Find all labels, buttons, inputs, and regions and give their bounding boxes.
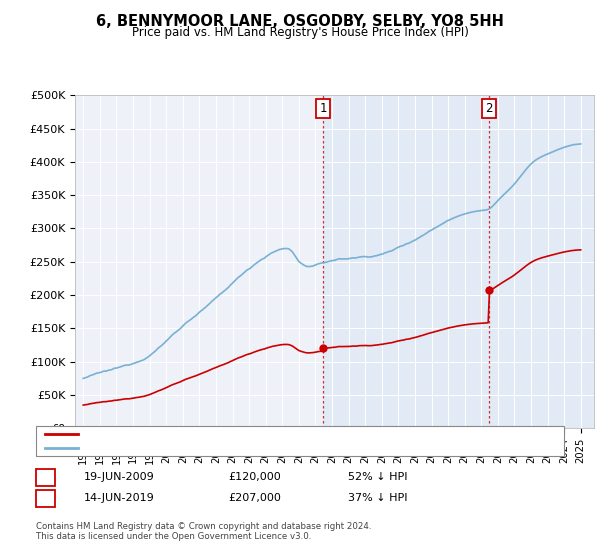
Text: 6, BENNYMOOR LANE, OSGODBY, SELBY, YO8 5HH: 6, BENNYMOOR LANE, OSGODBY, SELBY, YO8 5… xyxy=(96,14,504,29)
Text: 1: 1 xyxy=(319,102,327,115)
Text: 2: 2 xyxy=(485,102,493,115)
Text: 52% ↓ HPI: 52% ↓ HPI xyxy=(348,472,407,482)
Text: 6, BENNYMOOR LANE, OSGODBY, SELBY, YO8 5HH (detached house): 6, BENNYMOOR LANE, OSGODBY, SELBY, YO8 5… xyxy=(83,429,439,439)
Text: HPI: Average price, detached house, North Yorkshire: HPI: Average price, detached house, Nort… xyxy=(83,443,356,453)
Bar xyxy=(323,95,489,428)
Text: £120,000: £120,000 xyxy=(228,472,281,482)
Text: Price paid vs. HM Land Registry's House Price Index (HPI): Price paid vs. HM Land Registry's House … xyxy=(131,26,469,39)
Text: 19-JUN-2009: 19-JUN-2009 xyxy=(84,472,155,482)
Text: Contains HM Land Registry data © Crown copyright and database right 2024.
This d: Contains HM Land Registry data © Crown c… xyxy=(36,522,371,542)
Text: £207,000: £207,000 xyxy=(228,493,281,503)
Text: 14-JUN-2019: 14-JUN-2019 xyxy=(84,493,155,503)
Bar xyxy=(489,95,594,428)
Text: 1: 1 xyxy=(42,472,49,482)
Text: 37% ↓ HPI: 37% ↓ HPI xyxy=(348,493,407,503)
Text: 2: 2 xyxy=(42,493,49,503)
